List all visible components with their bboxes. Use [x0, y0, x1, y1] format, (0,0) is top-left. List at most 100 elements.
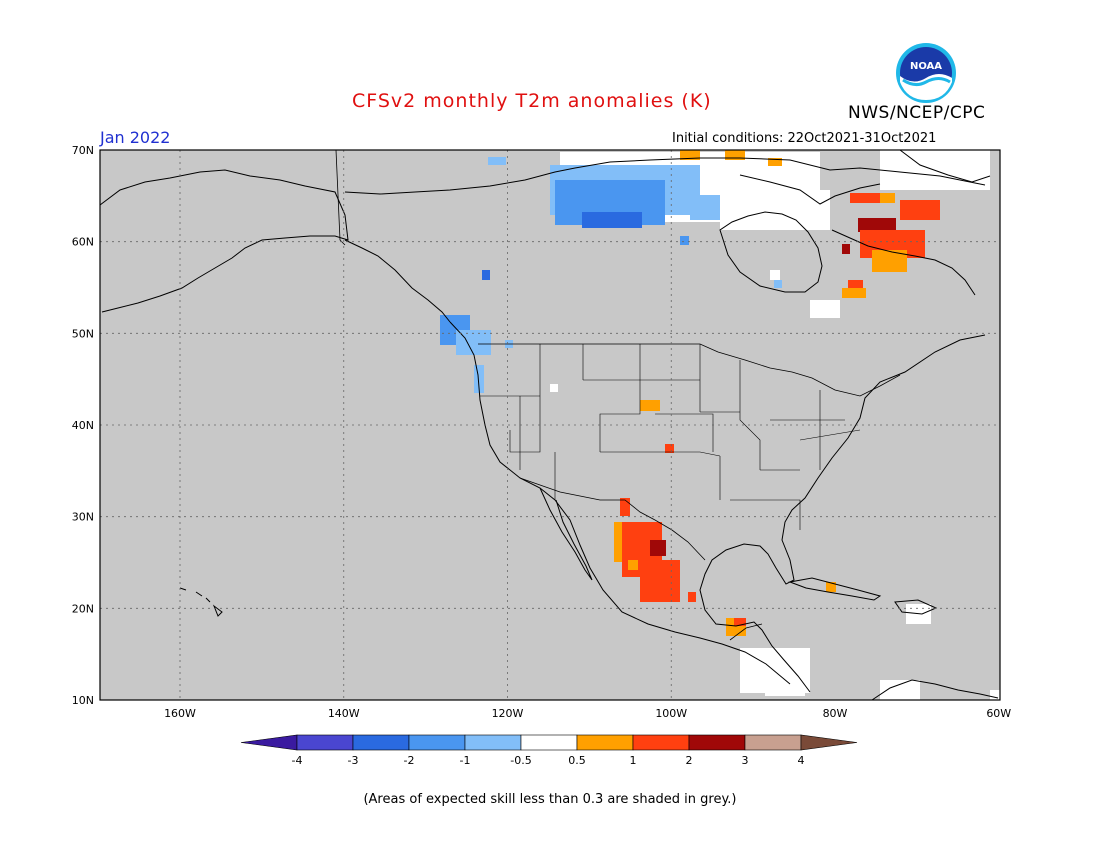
- lon-label: 100W: [655, 707, 687, 720]
- anomaly-cell: [734, 618, 746, 626]
- colorbar-arrow-left: [240, 734, 298, 751]
- coastline-labrador: [831, 229, 976, 296]
- colorbar-boxes: [240, 734, 858, 751]
- colorbar-box: [632, 734, 690, 751]
- anomaly-cell: [680, 236, 689, 245]
- colorbar-label: 3: [742, 754, 749, 767]
- anomaly-cell: [850, 193, 895, 203]
- border-mexico-guatemala: [729, 623, 763, 641]
- anomaly-cell: [842, 244, 850, 254]
- coastline-baffin: [739, 174, 881, 205]
- lon-label: 160W: [164, 707, 196, 720]
- anomaly-cell: [474, 365, 484, 393]
- anomaly-cell: [688, 592, 696, 602]
- colorbar-box: [744, 734, 802, 751]
- initial-conditions: Initial conditions: 22Oct2021-31Oct2021: [672, 131, 937, 146]
- coastline-hawaii: [179, 587, 223, 617]
- coastline-hispaniola: [894, 599, 938, 615]
- anomaly-cell: [488, 157, 506, 165]
- anomaly-cell: [482, 270, 490, 280]
- lat-label: 20N: [72, 602, 94, 615]
- coastline-west: [449, 321, 791, 685]
- colorbar-box: [520, 734, 578, 751]
- colorbar-label: 2: [686, 754, 693, 767]
- anomaly-cell: [774, 280, 782, 288]
- map-frame: [99, 149, 1001, 701]
- lon-label: 60W: [986, 707, 1011, 720]
- colorbar-label: 4: [798, 754, 805, 767]
- political-borders: [335, 149, 901, 641]
- lon-label: 120W: [492, 707, 524, 720]
- anomaly-cell: [725, 150, 745, 160]
- colorbar-label: -0.5: [510, 754, 531, 767]
- anomaly-cell: [880, 193, 895, 203]
- noaa-logo: NOAA: [896, 43, 956, 103]
- anomaly-cell: [810, 300, 840, 318]
- lat-label: 10N: [72, 694, 94, 707]
- anomaly-cell: [628, 560, 638, 570]
- anomaly-cell: [880, 680, 920, 700]
- anomaly-cell: [858, 218, 896, 232]
- anomaly-cell: [690, 195, 720, 220]
- anomaly-cell: [680, 150, 700, 160]
- anomaly-cell: [770, 270, 780, 280]
- coastline-alaska: [99, 169, 349, 313]
- colorbar-label: -3: [348, 754, 359, 767]
- coastline-alaska-panhandle: [344, 239, 451, 323]
- lat-label: 40N: [72, 419, 94, 432]
- anomaly-cell: [550, 384, 558, 392]
- colorbar-label: -2: [404, 754, 415, 767]
- target-month: Jan 2022: [100, 128, 171, 147]
- coastline-hudson-bay: [719, 211, 823, 293]
- lat-label: 70N: [72, 144, 94, 157]
- anomaly-cell: [765, 656, 805, 696]
- anomaly-cell: [990, 690, 1000, 700]
- colorbar: -4 -3 -2 -1 -0.5 0.5 1 2 3 4: [240, 734, 858, 767]
- anomaly-cell: [620, 498, 630, 516]
- colorbar-label: -1: [460, 754, 471, 767]
- anomaly-cell: [848, 280, 863, 290]
- lon-label: 80W: [823, 707, 848, 720]
- longitude-labels: 160W 140W 120W 100W 80W 60W: [164, 707, 1011, 720]
- colorbar-arrow-right: [800, 734, 858, 751]
- lat-label: 50N: [72, 327, 94, 340]
- border-alaska-canada: [335, 149, 346, 246]
- coastline-south-america: [871, 679, 999, 701]
- anomaly-cell: [650, 540, 666, 556]
- coastline-greenland: [899, 149, 991, 183]
- colorbar-box: [688, 734, 746, 751]
- coastline-east: [699, 334, 986, 693]
- border-us-mexico: [519, 477, 706, 561]
- anomaly-cell: [640, 400, 660, 411]
- coastline-cuba: [788, 577, 882, 601]
- lat-label: 30N: [72, 511, 94, 524]
- colorbar-box: [296, 734, 354, 751]
- anomaly-cell: [826, 582, 836, 592]
- anomaly-cell: [768, 158, 782, 166]
- skill-footnote: (Areas of expected skill less than 0.3 a…: [363, 792, 737, 807]
- colorbar-box: [408, 734, 466, 751]
- colorbar-labels: -4 -3 -2 -1 -0.5 0.5 1 2 3 4: [292, 754, 805, 767]
- chart-title: CFSv2 monthly T2m anomalies (K): [352, 90, 712, 112]
- colorbar-label: 1: [630, 754, 637, 767]
- anomaly-cell: [665, 444, 674, 453]
- colorbar-box: [576, 734, 634, 751]
- anomaly-cell: [720, 190, 830, 230]
- anomaly-cell: [900, 200, 940, 220]
- latitude-labels: 70N 60N 50N 40N 30N 20N 10N: [72, 144, 94, 707]
- grid-lines: [100, 150, 1000, 700]
- colorbar-label: 0.5: [568, 754, 586, 767]
- colorbar-label: -4: [292, 754, 303, 767]
- lat-label: 60N: [72, 236, 94, 249]
- coastline-baja: [539, 487, 593, 581]
- anomaly-cell: [582, 212, 642, 228]
- lon-label: 140W: [328, 707, 360, 720]
- border-canada-us: [478, 343, 901, 397]
- colorbar-box: [352, 734, 410, 751]
- coastline-arctic: [344, 157, 986, 195]
- agency-label: NWS/NCEP/CPC: [848, 103, 986, 123]
- state-lines: [480, 344, 861, 530]
- anomaly-cell: [872, 250, 907, 272]
- anomaly-cell: [842, 288, 866, 298]
